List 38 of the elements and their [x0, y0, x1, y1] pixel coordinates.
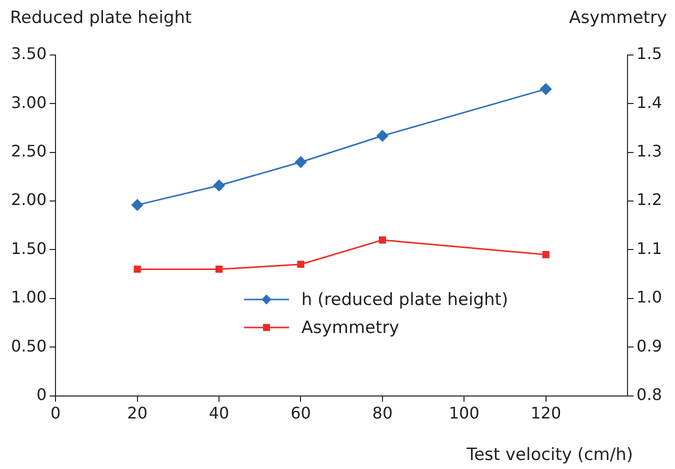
- y-tick-label: 3.50: [11, 44, 47, 64]
- legend-label: Asymmetry: [301, 318, 400, 338]
- point: [542, 251, 550, 258]
- y-tick-label: 3.00: [11, 92, 47, 112]
- legend-label: h (reduced plate height): [301, 290, 508, 310]
- y2-tick-label: 0.9: [636, 336, 662, 356]
- x-tick-label: 20: [127, 404, 148, 423]
- point: [376, 130, 388, 142]
- point: [213, 180, 225, 192]
- y-tick-label: 2.00: [11, 190, 47, 210]
- y2-tick-label: 1.4: [636, 92, 662, 112]
- point: [378, 236, 386, 244]
- y2-tick-label: 0.8: [636, 384, 662, 404]
- y2-tick-label: 1.2: [636, 190, 662, 210]
- y2-tick-label: 1.3: [636, 142, 662, 161]
- x-tick-label: 0: [50, 404, 61, 423]
- point: [134, 266, 141, 273]
- y2-tick-label: 1.5: [636, 44, 662, 64]
- y-tick-label: 0: [36, 384, 47, 404]
- point: [294, 156, 306, 168]
- x-tick-label: 60: [290, 404, 311, 423]
- x-tick-label: 120: [530, 404, 562, 423]
- y-tick-label: 2.50: [11, 142, 47, 161]
- y-tick-label: 1.50: [11, 238, 47, 258]
- point: [540, 83, 552, 95]
- y2-tick-label: 1.0: [636, 288, 662, 307]
- point: [132, 199, 144, 211]
- y2-axis-title: Asymmetry: [569, 8, 667, 28]
- point: [297, 260, 304, 268]
- x-axis-title: Test velocity (cm/h): [466, 445, 633, 465]
- y-tick-label: 1.00: [11, 288, 47, 307]
- x-tick-label: 40: [208, 404, 230, 423]
- x-tick-label: 100: [448, 404, 480, 423]
- y2-tick-label: 1.1: [636, 238, 662, 258]
- point: [215, 266, 223, 273]
- x-tick-label: 80: [372, 404, 393, 423]
- y-tick-label: 0.50: [11, 336, 47, 356]
- y-axis-title: Reduced plate height: [10, 8, 192, 28]
